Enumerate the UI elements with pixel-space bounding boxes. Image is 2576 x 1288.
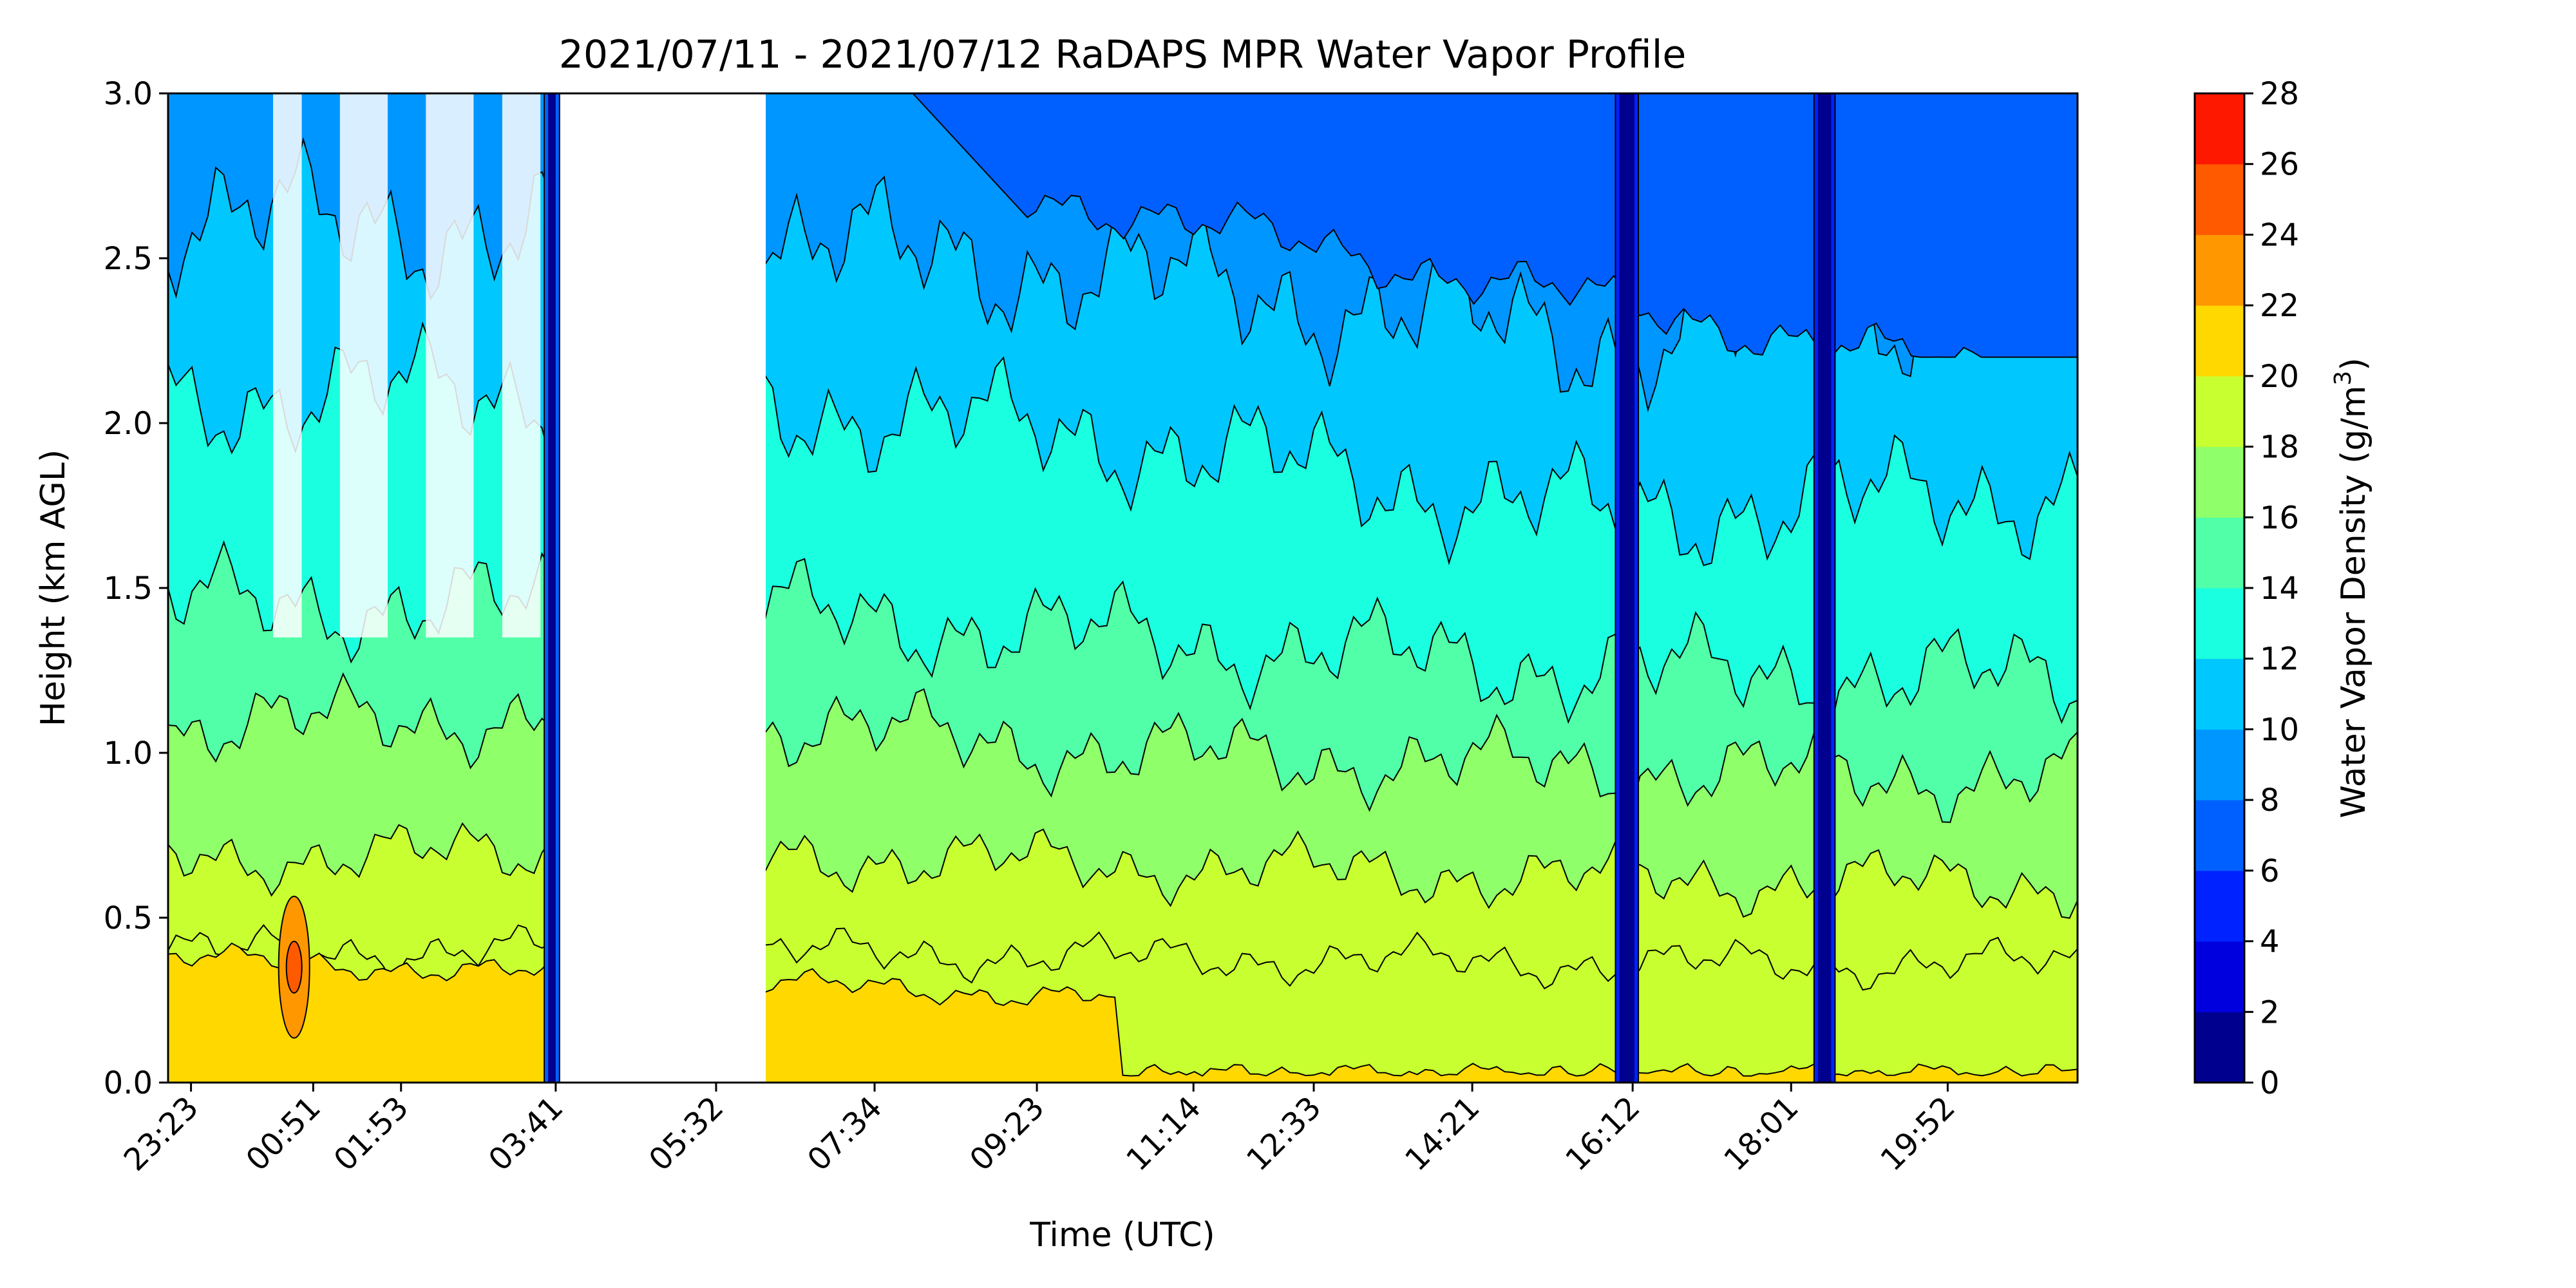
plot-area — [168, 93, 2078, 1083]
colorbar-tick-label: 20 — [2260, 359, 2299, 395]
contour-band-6 — [912, 93, 2078, 358]
colorbar-tick-label: 26 — [2260, 147, 2299, 183]
data-gap — [550, 93, 766, 1083]
data-gap-stripe — [273, 93, 302, 638]
x-tick-label: 11:14 — [1119, 1090, 1208, 1178]
x-tick-label: 01:53 — [327, 1090, 415, 1178]
y-tick-label: 1.0 — [104, 735, 153, 772]
vertical-streak-core — [548, 93, 556, 1083]
colorbar-segment — [2195, 658, 2244, 730]
data-gap-stripe — [502, 93, 541, 638]
colorbar-label-main: Water Vapor Density (g/m — [2334, 386, 2373, 819]
colorbar-segment — [2195, 305, 2244, 377]
x-tick-label: 03:41 — [482, 1090, 570, 1178]
colorbar-segment — [2195, 164, 2244, 235]
colorbar-segment — [2195, 1012, 2244, 1083]
x-tick-label: 23:23 — [117, 1090, 205, 1178]
colorbar-tick-label: 4 — [2260, 924, 2280, 960]
y-tick-label: 0.0 — [104, 1065, 153, 1101]
colorbar-segment — [2195, 93, 2244, 165]
y-tick-label: 0.5 — [104, 900, 153, 936]
colorbar-segment — [2195, 517, 2244, 589]
colorbar-segment — [2195, 446, 2244, 518]
y-tick-label: 2.0 — [104, 406, 153, 442]
x-tick-label: 05:32 — [642, 1090, 730, 1178]
colorbar-tick-label: 18 — [2260, 430, 2299, 466]
colorbar-segment — [2195, 800, 2244, 871]
x-tick-label: 07:34 — [800, 1090, 889, 1178]
colorbar-label: Water Vapor Density (g/m3) — [2330, 357, 2373, 818]
x-tick-label: 14:21 — [1398, 1090, 1486, 1178]
y-axis-label: Height (km AGL) — [34, 450, 73, 726]
colorbar-label-end: ) — [2334, 357, 2373, 370]
colorbar-tick-label: 28 — [2260, 76, 2299, 112]
x-axis-label: Time (UTC) — [1029, 1216, 1215, 1255]
colorbar-tick-label: 16 — [2260, 500, 2299, 536]
vertical-streak-core — [1619, 93, 1635, 1083]
colorbar-tick-label: 22 — [2260, 288, 2299, 324]
colorbar-tick-label: 6 — [2260, 853, 2280, 889]
data-gap-stripe — [339, 93, 388, 638]
colorbar-tick-label: 24 — [2260, 217, 2299, 253]
colorbar-tick-label: 2 — [2260, 994, 2280, 1030]
x-tick-label: 19:52 — [1873, 1090, 1962, 1178]
y-tick-label: 3.0 — [104, 76, 153, 112]
chart-title: 2021/07/11 - 2021/07/12 RaDAPS MPR Water… — [559, 32, 1687, 77]
y-tick-label: 1.5 — [104, 571, 153, 607]
colorbar-segment — [2195, 729, 2244, 800]
colorbar-segment — [2195, 941, 2244, 1012]
x-tick-label: 18:01 — [1717, 1090, 1805, 1178]
vertical-streak-core — [1817, 93, 1832, 1083]
colorbar-segment — [2195, 588, 2244, 659]
colorbar-segment — [2195, 375, 2244, 448]
x-tick-label: 16:12 — [1558, 1090, 1647, 1178]
colorbar-label-sup: 3 — [2330, 371, 2356, 386]
moist-core-inner — [285, 940, 303, 994]
x-tick-label: 09:23 — [963, 1090, 1051, 1178]
colorbar-tick-label: 10 — [2260, 712, 2299, 748]
colorbar-segment — [2195, 870, 2244, 942]
colorbar-segment — [2195, 234, 2244, 306]
x-tick-label: 12:33 — [1240, 1090, 1328, 1178]
colorbar-tick-label: 14 — [2260, 571, 2299, 607]
colorbar-tick-label: 0 — [2260, 1065, 2280, 1101]
y-axis: 0.0 0.5 1.0 1.5 2.0 2.5 3.0 — [104, 76, 168, 1101]
y-tick-label: 2.5 — [104, 241, 153, 277]
colorbar-tick-label: 8 — [2260, 782, 2280, 819]
x-tick-label: 00:51 — [239, 1090, 327, 1178]
data-gap-stripe — [426, 93, 474, 638]
colorbar-tick-label: 12 — [2260, 641, 2299, 677]
